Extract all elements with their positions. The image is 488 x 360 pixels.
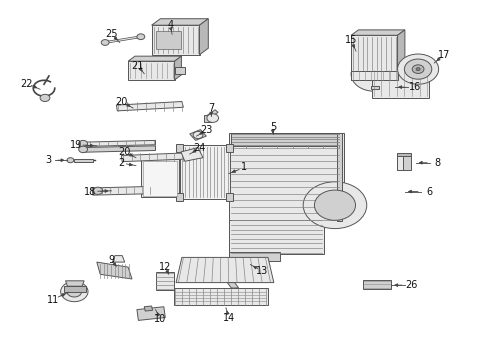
Circle shape	[303, 182, 366, 229]
Polygon shape	[397, 30, 404, 71]
Text: 18: 18	[84, 186, 97, 197]
Polygon shape	[79, 140, 155, 147]
Bar	[337, 133, 342, 221]
Circle shape	[206, 114, 218, 122]
Circle shape	[101, 40, 109, 45]
Polygon shape	[128, 56, 181, 61]
Polygon shape	[174, 56, 181, 80]
Circle shape	[61, 282, 88, 302]
Text: 10: 10	[154, 314, 166, 324]
Polygon shape	[227, 283, 238, 288]
Text: 8: 8	[434, 158, 440, 168]
Polygon shape	[174, 67, 185, 74]
Text: 2: 2	[118, 158, 124, 168]
Circle shape	[397, 54, 438, 84]
Polygon shape	[155, 272, 173, 290]
Polygon shape	[199, 19, 208, 55]
Bar	[350, 35, 397, 71]
Text: 5: 5	[269, 122, 275, 132]
Polygon shape	[65, 281, 84, 286]
Circle shape	[415, 68, 419, 71]
Circle shape	[404, 59, 431, 79]
Polygon shape	[144, 306, 152, 311]
Polygon shape	[173, 288, 267, 305]
Circle shape	[350, 57, 397, 91]
Text: 4: 4	[167, 20, 173, 30]
Text: 22: 22	[20, 78, 33, 89]
Bar	[156, 31, 181, 49]
Circle shape	[93, 187, 102, 194]
Polygon shape	[207, 110, 218, 118]
Polygon shape	[82, 146, 155, 152]
Bar	[371, 68, 428, 98]
Bar	[141, 159, 179, 197]
Bar	[228, 252, 280, 261]
Circle shape	[40, 94, 50, 102]
Bar	[230, 133, 340, 146]
Bar	[180, 145, 229, 199]
Bar	[128, 61, 174, 80]
Polygon shape	[181, 148, 203, 161]
Text: 17: 17	[437, 50, 449, 60]
Bar	[228, 220, 324, 254]
Circle shape	[411, 65, 423, 73]
Text: 1: 1	[241, 162, 247, 172]
Bar	[151, 25, 199, 55]
Polygon shape	[97, 262, 132, 279]
Polygon shape	[396, 156, 410, 170]
Circle shape	[67, 158, 74, 163]
Text: 13: 13	[255, 266, 267, 276]
Circle shape	[79, 146, 87, 153]
Bar	[228, 133, 343, 221]
Text: 25: 25	[105, 29, 118, 39]
Bar	[142, 161, 177, 196]
Polygon shape	[350, 71, 397, 80]
Text: 24: 24	[193, 143, 205, 153]
Text: 15: 15	[344, 35, 357, 45]
Text: 26: 26	[405, 280, 417, 290]
Polygon shape	[370, 86, 378, 89]
Polygon shape	[121, 153, 184, 162]
Circle shape	[193, 131, 203, 139]
Polygon shape	[116, 102, 183, 111]
Text: 6: 6	[426, 186, 431, 197]
Text: 11: 11	[46, 294, 59, 305]
Bar	[350, 71, 397, 80]
Polygon shape	[189, 130, 206, 140]
Circle shape	[137, 34, 144, 40]
Polygon shape	[204, 115, 211, 122]
Text: 3: 3	[45, 155, 51, 165]
Text: 23: 23	[200, 125, 212, 135]
Polygon shape	[396, 156, 403, 170]
Polygon shape	[396, 153, 410, 156]
Text: 9: 9	[108, 255, 114, 265]
Text: 21: 21	[131, 60, 144, 71]
Bar	[74, 159, 93, 162]
Text: 20: 20	[118, 147, 131, 157]
Polygon shape	[350, 30, 404, 35]
Text: 16: 16	[407, 82, 420, 92]
Bar	[362, 280, 390, 289]
Text: 7: 7	[208, 103, 214, 113]
Circle shape	[67, 286, 81, 297]
Polygon shape	[137, 307, 165, 320]
Text: 20: 20	[115, 96, 127, 107]
Bar	[225, 144, 233, 152]
Polygon shape	[63, 286, 85, 292]
Polygon shape	[176, 257, 273, 283]
Bar	[225, 193, 233, 201]
Text: 19: 19	[69, 140, 82, 150]
Text: 12: 12	[159, 262, 171, 272]
Polygon shape	[151, 19, 208, 25]
Bar	[176, 193, 183, 201]
Circle shape	[314, 190, 355, 220]
Text: 14: 14	[222, 312, 235, 323]
Polygon shape	[92, 186, 152, 195]
Bar	[176, 144, 183, 152]
Polygon shape	[112, 256, 124, 262]
Circle shape	[79, 140, 87, 147]
